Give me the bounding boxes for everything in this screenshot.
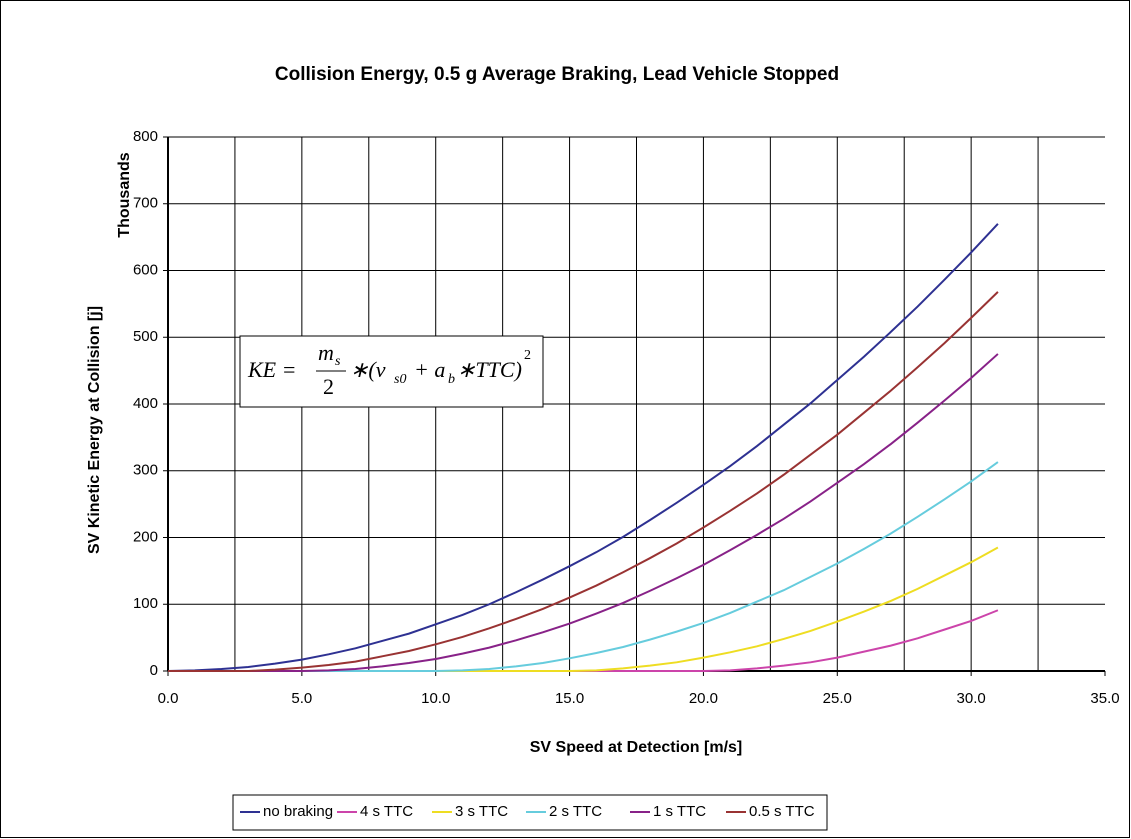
formula-border — [239, 335, 544, 408]
formula-lhs: KE = — [247, 357, 296, 382]
formula-num: m — [318, 340, 334, 365]
x-tick-label: 25.0 — [823, 690, 852, 707]
x-tick-label: 35.0 — [1090, 690, 1119, 707]
chart-title: Collision Energy, 0.5 g Average Braking,… — [275, 64, 839, 85]
y-tick-label: 0 — [150, 662, 158, 679]
series-line — [168, 291, 999, 672]
formula-den: 2 — [323, 374, 334, 399]
legend-label: 0.5 s TTC — [749, 803, 815, 820]
y-tick-label: 600 — [133, 261, 158, 278]
y-axis-label: SV Kinetic Energy at Collision [j] — [86, 306, 103, 554]
x-tick-label: 15.0 — [555, 690, 584, 707]
x-tick-label: 5.0 — [291, 690, 312, 707]
series-line — [168, 353, 999, 672]
x-tick-label: 10.0 — [421, 690, 450, 707]
y-unit-label: Thousands — [116, 152, 133, 237]
formula-a-sub: b — [448, 372, 455, 387]
y-tick-label: 200 — [133, 528, 158, 545]
formula-mid: ∗(v — [350, 357, 386, 382]
y-tick-label: 500 — [133, 328, 158, 345]
formula-box: KE = m s 2 ∗(v s0 + a b ∗TTC) 2 — [239, 335, 544, 408]
formula-plus: + a — [414, 357, 445, 382]
x-tick-label: 0.0 — [158, 690, 179, 707]
plot-area — [163, 136, 1106, 676]
formula-exp: 2 — [524, 348, 531, 363]
x-tick-label: 30.0 — [957, 690, 986, 707]
y-tick-label: 700 — [133, 195, 158, 212]
legend-label: 3 s TTC — [455, 803, 508, 820]
x-tick-label: 20.0 — [689, 690, 718, 707]
formula-num-sub: s — [335, 354, 341, 369]
x-axis-label: SV Speed at Detection [m/s] — [530, 739, 743, 756]
legend-label: 2 s TTC — [549, 803, 602, 820]
y-tick-label: 300 — [133, 462, 158, 479]
formula-tail: ∗TTC) — [457, 357, 522, 382]
legend-label: no braking — [263, 803, 333, 820]
legend-label: 1 s TTC — [653, 803, 706, 820]
formula-v-sub: s0 — [394, 372, 406, 387]
y-tick-label: 100 — [133, 595, 158, 612]
series-line — [167, 223, 999, 672]
y-tick-label: 800 — [133, 128, 158, 145]
legend-label: 4 s TTC — [360, 803, 413, 820]
y-tick-label: 400 — [133, 395, 158, 412]
